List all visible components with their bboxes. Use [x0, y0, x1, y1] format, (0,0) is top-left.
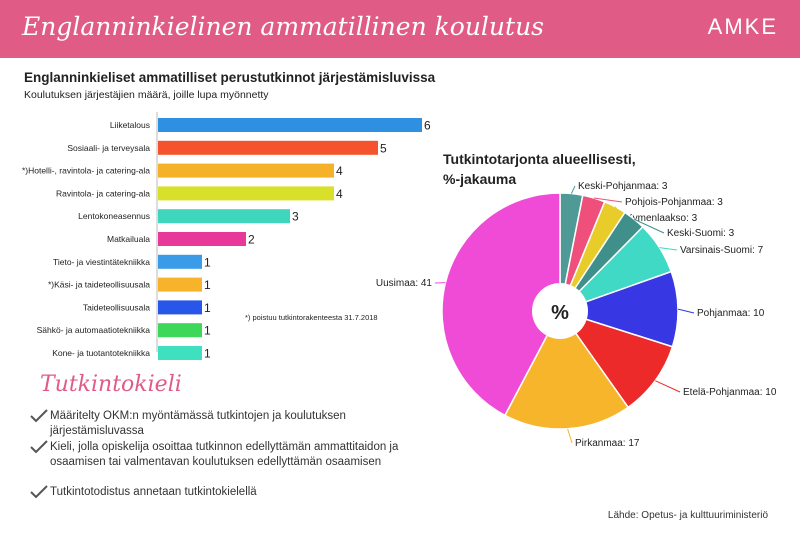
checklist-item-text: Kieli, jolla opiskelija osoittaa tutkinn…: [50, 441, 399, 468]
pie-leader-line: [659, 247, 678, 251]
pie-leader-line: [633, 218, 665, 234]
pie-slice-label: Kymenlaakso: 3: [626, 213, 698, 224]
bar-value-label: 1: [204, 301, 211, 315]
pie-slice-label: Keski-Suomi: 3: [667, 228, 735, 239]
pie-leader-line: [677, 308, 695, 314]
pie-slice-label: Keski-Pohjanmaa: 3: [578, 181, 668, 192]
bar-value-label: 3: [292, 210, 299, 224]
bar-category-label: Liiketalous: [110, 120, 150, 130]
pie-slice-label: Pohjois-Pohjanmaa: 3: [625, 197, 723, 208]
bar-category-label: Ravintola- ja catering-ala: [56, 188, 150, 198]
pie-leader-line: [654, 380, 681, 393]
bar: [158, 346, 202, 360]
header-banner: Englanninkielinen ammatillinen koulutus …: [0, 0, 800, 58]
checkmark-icon: [30, 440, 48, 454]
pie-slice: [441, 192, 561, 417]
pie-leader-line: [593, 197, 623, 203]
bar-category-label: Sähkö- ja automaatiotekniikka: [37, 325, 151, 335]
bar-value-label: 1: [204, 278, 211, 292]
checkmark-icon: [30, 485, 48, 499]
pie-slice: [558, 309, 674, 409]
bar-category-label: *)Hotelli-, ravintola- ja catering-ala: [22, 166, 150, 176]
bar-value-label: 1: [204, 347, 211, 361]
bar: [158, 300, 202, 315]
bar: [158, 163, 334, 178]
pie-slice-label: Etelä-Pohjanmaa: 10: [683, 387, 777, 398]
bar-value-label: 5: [380, 141, 387, 155]
bar-category-label: Tieto- ja viestintätekniikka: [53, 257, 150, 267]
pie-slice: [503, 309, 630, 430]
brand-logo: AMKE: [707, 14, 778, 39]
pie-center-label: %: [551, 302, 569, 324]
pie-slice-label: Varsinais-Suomi: 7: [680, 245, 764, 256]
bar-value-label: 1: [204, 255, 211, 269]
bar: [158, 118, 422, 132]
bar-category-label: Taideteollisuusala: [83, 302, 150, 312]
bar: [158, 323, 202, 338]
bar-chart-subtitle: Koulutuksen järjestäjien määrä, joille l…: [24, 89, 269, 101]
bar-category-label: *)Käsi- ja taideteollisuusala: [48, 280, 150, 290]
pie-leader-line: [570, 185, 576, 194]
pie-slice-label: Pohjanmaa: 10: [697, 308, 765, 319]
bar-category-label: Matkailuala: [107, 234, 150, 244]
bar-chart-title: Englanninkieliset ammatilliset perustutk…: [24, 70, 436, 85]
source-note: Lähde: Opetus- ja kulttuuriministeriö: [607, 510, 768, 521]
pie-slice-label: Pirkanmaa: 17: [575, 438, 640, 449]
bar: [158, 277, 202, 292]
bar-category-label: Lentokoneasennus: [78, 211, 150, 221]
pie-center-hole: [532, 283, 588, 339]
bar-footnote: *) poistuu tutkintorakenteesta 31.7.2018: [245, 313, 378, 322]
bar-value-label: 1: [204, 324, 211, 338]
checkmark-icon: [30, 409, 48, 423]
bar-value-label: 4: [336, 164, 343, 178]
bar-value-label: 6: [424, 119, 431, 133]
bar: [158, 186, 334, 201]
pie-slice: [557, 270, 679, 348]
bar: [158, 254, 202, 269]
bar: [158, 209, 290, 224]
pie-title-line1: Tutkintotarjonta alueellisesti,: [443, 151, 636, 167]
bar-category-label: Sosiaali- ja terveysala: [67, 143, 150, 153]
bar-value-label: 2: [248, 233, 255, 247]
bar-value-label: 4: [336, 187, 343, 201]
checklist-item-text: Tutkintotodistus annetaan tutkintokielel…: [50, 486, 257, 498]
bar: [158, 140, 378, 155]
page-title: Englanninkielinen ammatillinen koulutus: [22, 12, 544, 41]
pie-slice-label: Uusimaa: 41: [376, 278, 433, 289]
checklist-title: Tutkintokieli: [40, 372, 182, 397]
pie-title-line2: %-jakauma: [443, 171, 517, 187]
pie-leader-line: [567, 428, 573, 444]
bar: [158, 232, 246, 246]
bar-category-label: Kone- ja tuotantotekniikka: [52, 348, 150, 358]
pie-chart-title: Tutkintotarjonta alueellisesti, %-jakaum…: [443, 149, 643, 189]
checklist-item-text: Määritelty OKM:n myöntämässä tutkintojen…: [50, 410, 346, 437]
